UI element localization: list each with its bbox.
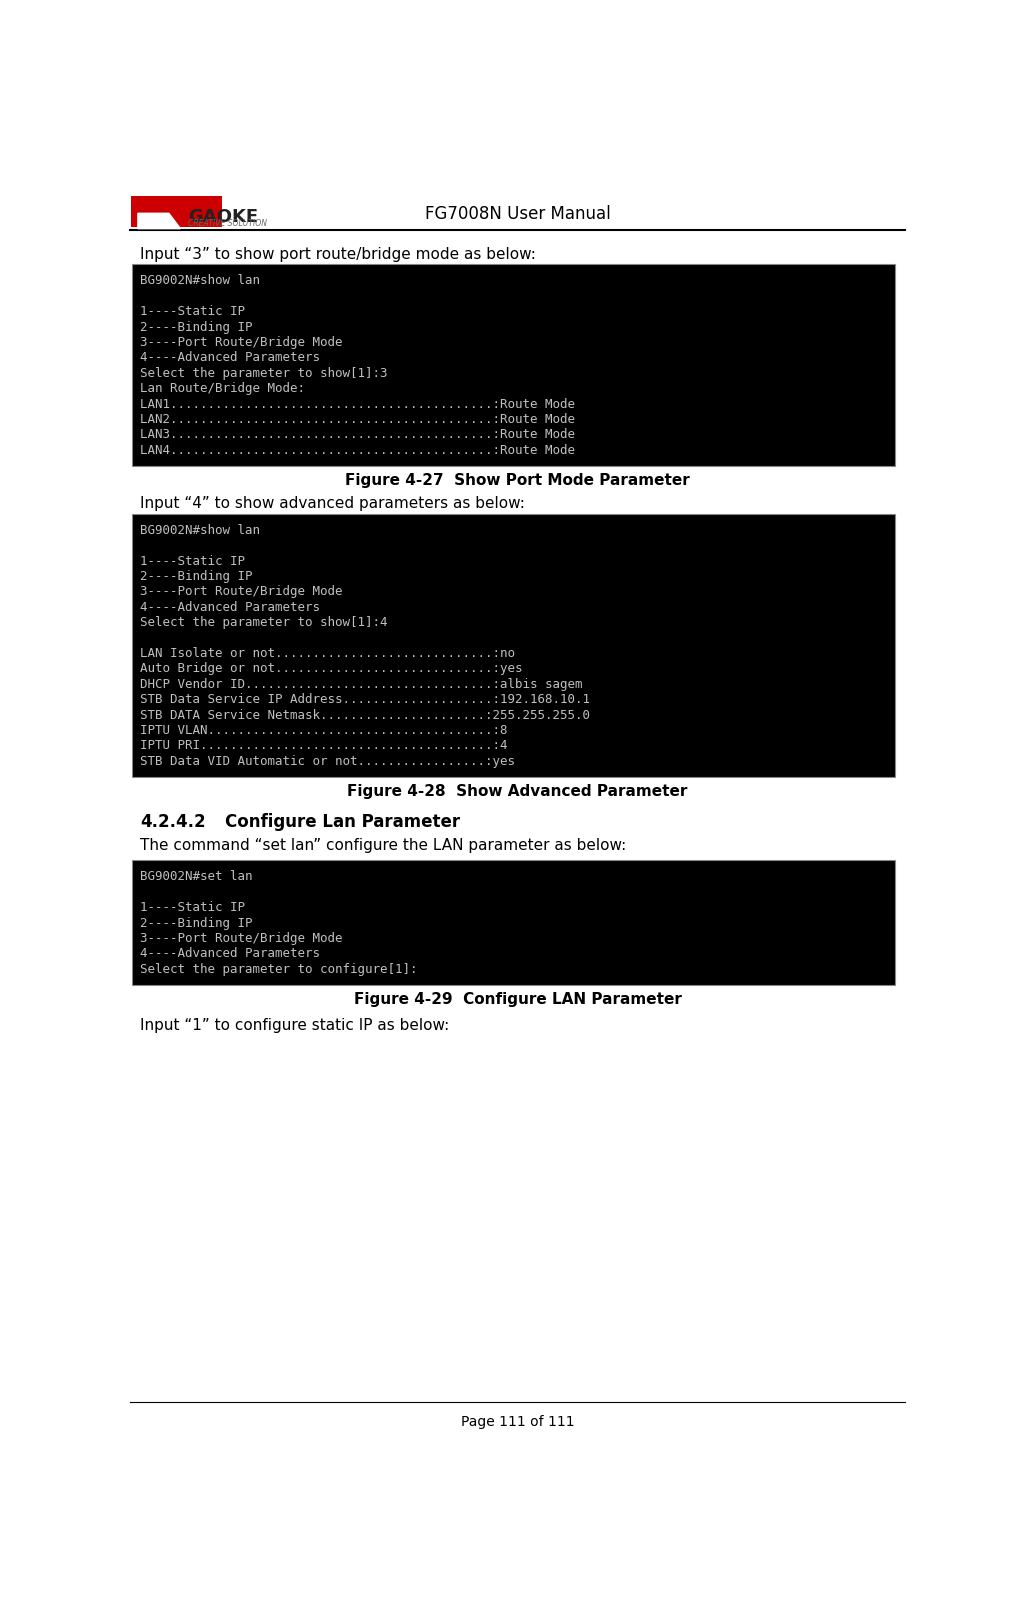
Text: Auto Bridge or not.............................:yes: Auto Bridge or not......................… — [140, 661, 523, 676]
Text: 4----Advanced Parameters: 4----Advanced Parameters — [140, 600, 320, 613]
Text: Configure Lan Parameter: Configure Lan Parameter — [225, 812, 461, 831]
FancyBboxPatch shape — [131, 197, 222, 228]
Text: 4.2.4.2: 4.2.4.2 — [140, 812, 206, 831]
Text: Figure 4-28  Show Advanced Parameter: Figure 4-28 Show Advanced Parameter — [347, 783, 688, 799]
Text: The command “set lan” configure the LAN parameter as below:: The command “set lan” configure the LAN … — [140, 838, 626, 852]
Text: STB Data Service IP Address....................:192.168.10.1: STB Data Service IP Address.............… — [140, 693, 590, 706]
Text: Select the parameter to show[1]:4: Select the parameter to show[1]:4 — [140, 616, 388, 629]
Text: LAN1...........................................:Route Mode: LAN1....................................… — [140, 398, 576, 411]
Text: Input “4” to show advanced parameters as below:: Input “4” to show advanced parameters as… — [140, 496, 525, 510]
Text: 3----Port Route/Bridge Mode: 3----Port Route/Bridge Mode — [140, 335, 342, 348]
Text: 4----Advanced Parameters: 4----Advanced Parameters — [140, 351, 320, 364]
Text: FG7008N User Manual: FG7008N User Manual — [425, 205, 610, 223]
Text: 4----Advanced Parameters: 4----Advanced Parameters — [140, 947, 320, 960]
Text: LAN3...........................................:Route Mode: LAN3....................................… — [140, 429, 576, 441]
Text: Select the parameter to configure[1]:: Select the parameter to configure[1]: — [140, 961, 418, 976]
Text: 2----Binding IP: 2----Binding IP — [140, 321, 252, 334]
Text: Input “3” to show port route/bridge mode as below:: Input “3” to show port route/bridge mode… — [140, 247, 536, 262]
Text: Input “1” to configure static IP as below:: Input “1” to configure static IP as belo… — [140, 1018, 449, 1032]
Text: LAN4...........................................:Route Mode: LAN4....................................… — [140, 443, 576, 456]
Text: BG9002N#show lan: BG9002N#show lan — [140, 523, 261, 536]
Text: STB DATA Service Netmask......................:255.255.255.0: STB DATA Service Netmask................… — [140, 708, 590, 721]
Text: LAN2...........................................:Route Mode: LAN2....................................… — [140, 412, 576, 425]
Text: GAOKE: GAOKE — [188, 209, 259, 226]
Text: CREATIVE SOLUTION: CREATIVE SOLUTION — [188, 218, 268, 228]
Text: 1----Static IP: 1----Static IP — [140, 900, 245, 913]
Text: BG9002N#set lan: BG9002N#set lan — [140, 870, 252, 883]
Text: 1----Static IP: 1----Static IP — [140, 554, 245, 567]
Text: Figure 4-29  Configure LAN Parameter: Figure 4-29 Configure LAN Parameter — [354, 992, 682, 1006]
Text: DHCP Vendor ID.................................:albis sagem: DHCP Vendor ID..........................… — [140, 677, 583, 690]
Text: BG9002N#show lan: BG9002N#show lan — [140, 274, 261, 287]
FancyBboxPatch shape — [132, 860, 895, 985]
Text: IPTU VLAN......................................:8: IPTU VLAN...............................… — [140, 724, 508, 737]
FancyBboxPatch shape — [132, 514, 895, 777]
Text: Figure 4-27  Show Port Mode Parameter: Figure 4-27 Show Port Mode Parameter — [345, 473, 690, 488]
FancyBboxPatch shape — [132, 265, 895, 467]
Text: Select the parameter to show[1]:3: Select the parameter to show[1]:3 — [140, 366, 388, 379]
Text: 3----Port Route/Bridge Mode: 3----Port Route/Bridge Mode — [140, 586, 342, 599]
Text: 3----Port Route/Bridge Mode: 3----Port Route/Bridge Mode — [140, 931, 342, 944]
Text: 2----Binding IP: 2----Binding IP — [140, 916, 252, 929]
Text: STB Data VID Automatic or not.................:yes: STB Data VID Automatic or not...........… — [140, 754, 515, 767]
Text: Page 111 of 111: Page 111 of 111 — [461, 1414, 575, 1428]
Text: 2----Binding IP: 2----Binding IP — [140, 570, 252, 583]
Text: IPTU PRI.......................................:4: IPTU PRI................................… — [140, 738, 508, 753]
Polygon shape — [138, 213, 181, 230]
Text: LAN Isolate or not.............................:no: LAN Isolate or not......................… — [140, 647, 515, 660]
Text: 1----Static IP: 1----Static IP — [140, 305, 245, 318]
Text: Lan Route/Bridge Mode:: Lan Route/Bridge Mode: — [140, 382, 305, 395]
